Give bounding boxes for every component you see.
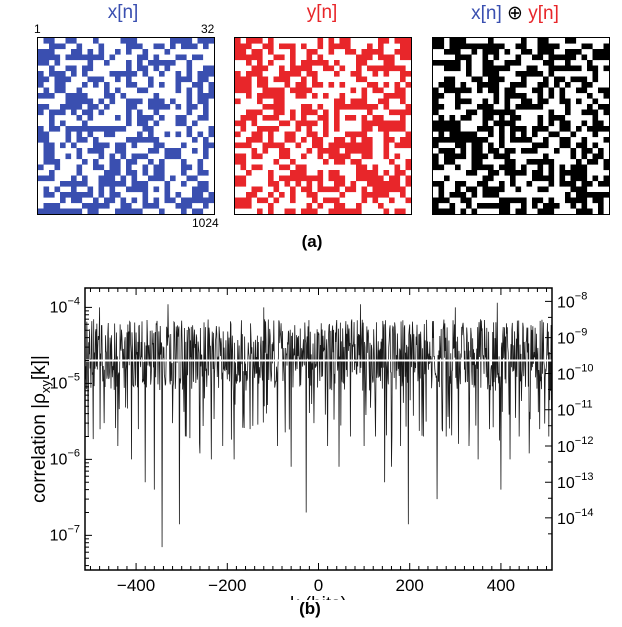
x-axis-label: k (bits) bbox=[290, 594, 347, 600]
xor-title-right: y[n] bbox=[528, 3, 559, 24]
y-tick-label-right: 10−12 bbox=[557, 435, 593, 456]
x-tick-label: 0 bbox=[314, 576, 323, 595]
y-bit-grid bbox=[234, 37, 412, 215]
x-tick-label: 200 bbox=[396, 576, 424, 595]
y-tick-label-right: 10−9 bbox=[557, 327, 587, 348]
y-panel-title: y[n] bbox=[306, 2, 338, 23]
grid-index-row-end: 32 bbox=[201, 22, 215, 36]
y-tick-label-right: 10−13 bbox=[557, 471, 593, 492]
chart-plot-area bbox=[84, 302, 553, 548]
correlation-chart: −400 −200 0 200 400 10−4 10−5 10−6 10−7 10−8 10−9 1… bbox=[29, 287, 593, 600]
xor-bit-grid bbox=[432, 37, 610, 215]
y-tick-label-left: 10−5 bbox=[50, 371, 80, 392]
correlation-series-line bbox=[84, 302, 553, 548]
xor-symbol: ⊕ bbox=[507, 3, 523, 24]
y-axis-label: correlation |ρxy[k]| bbox=[29, 355, 53, 503]
chart-axes: −400 −200 0 200 400 10−4 10−5 10−6 10−7 10−8 10−9 1… bbox=[29, 287, 593, 600]
x-panel-title: x[n] bbox=[107, 2, 139, 23]
grid-index-last: 1024 bbox=[192, 216, 219, 230]
y-tick-label-right: 10−11 bbox=[557, 399, 593, 420]
subfigure-label-b: (b) bbox=[299, 599, 321, 618]
x-bit-grid bbox=[37, 37, 215, 215]
subfigure-label-a: (a) bbox=[301, 232, 323, 251]
y-tick-label-right: 10−8 bbox=[557, 290, 587, 311]
xor-panel-title: x[n] ⊕ y[n] bbox=[420, 2, 610, 25]
x-tick-label: −200 bbox=[208, 576, 246, 595]
x-tick-label: 400 bbox=[487, 576, 515, 595]
y-tick-label-left: 10−4 bbox=[50, 295, 80, 316]
xor-title-left: x[n] bbox=[471, 3, 502, 24]
x-tick-label: −400 bbox=[117, 576, 155, 595]
y-tick-label-right: 10−10 bbox=[557, 362, 593, 383]
grid-index-first: 1 bbox=[34, 22, 41, 36]
y-tick-label-left: 10−7 bbox=[50, 523, 80, 544]
y-tick-label-right: 10−14 bbox=[557, 507, 593, 528]
y-tick-label-left: 10−6 bbox=[50, 447, 80, 468]
